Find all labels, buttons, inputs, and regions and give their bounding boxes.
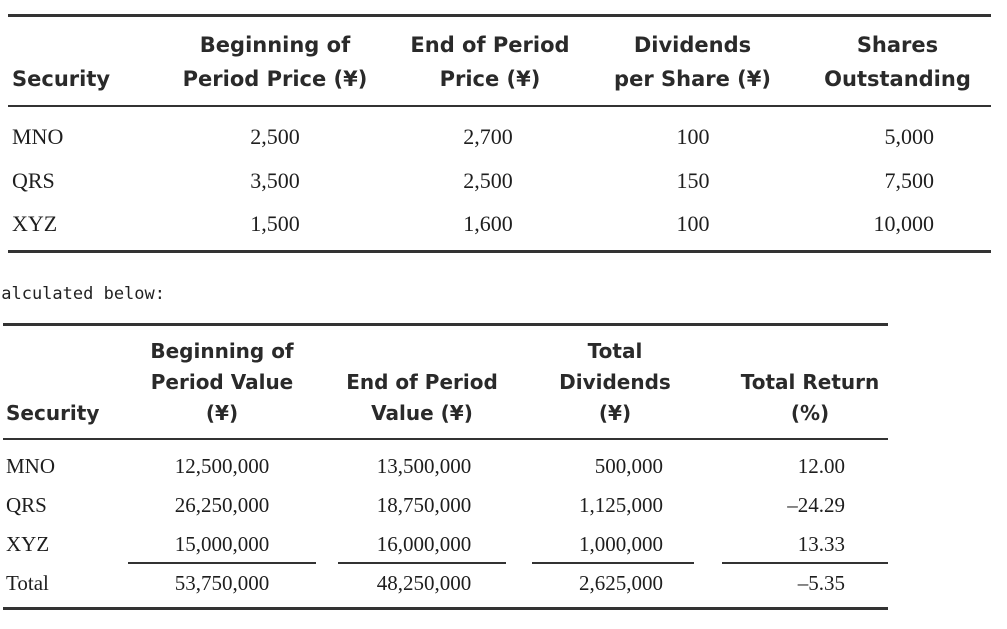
table-2-bottom-rule [3,607,888,610]
table-2-cell-begin: 12,500,000 [174,454,270,478]
table-2-header-begin-line2: Period Value [150,370,294,394]
subtotal-rule-ret [722,562,888,564]
table-2-header-ret-line2: (%) [790,401,830,425]
table-2-header-begin-value: Beginning of Period Value (¥) [122,336,322,429]
table-2-cell-end: 18,750,000 [376,493,472,517]
table-2-cell-end: 13,500,000 [376,454,472,478]
table-1-header-dividends-line1: Dividends [633,33,752,57]
table-2-header-ret-line1: Total Return [740,370,880,394]
table-1-header-shares: Shares Outstanding [790,28,1005,96]
table-1-header-end-price-line1: End of Period [410,33,570,57]
table-1-cell-div: 100 [676,211,710,236]
table-2-top-rule [3,323,888,326]
table-2-header-end-line1: End of Period [346,370,498,394]
table-1-cell-div: 100 [676,124,710,149]
table-2-cell-div: 1,000,000 [579,532,663,556]
table-1-cell-end: 2,700 [463,124,513,149]
table-2-header-begin-line1: Beginning of [150,339,294,363]
table-2-cell-ret: –24.29 [787,493,845,517]
table-1-header-dividends: Dividends per Share (¥) [580,28,805,96]
table-1-cell-shares: 5,000 [884,124,935,149]
table-1-cell-begin: 3,500 [250,168,300,193]
table-2-header-security: Security [6,401,100,425]
table-1-cell-begin: 1,500 [250,211,300,236]
table-2-cell-security: Total [6,571,49,595]
table-2-cell-end: 16,000,000 [376,532,472,556]
table-1-header-shares-line1: Shares [856,33,939,57]
table-2-cell-ret: 13.33 [797,532,845,556]
table-2-header-begin-line3: (¥) [205,401,239,425]
table-2-header-end-value: End of Period Value (¥) [322,367,522,429]
table-2-cell-security: QRS [6,493,47,517]
table-1-header-rule [8,105,991,107]
table-2-cell-begin: 26,250,000 [174,493,270,517]
table-2-cell-div: 1,125,000 [579,493,663,517]
table-1-bottom-rule [8,250,991,253]
table-1-header-end-price-line2: Price (¥) [439,67,541,91]
subtotal-rule-end [338,562,506,564]
subtotal-rule-begin [128,562,316,564]
calculation-note: calculated below: [0,284,165,304]
table-2-cell-div: 500,000 [594,454,663,478]
table-2-header-total-dividends: Total Dividends (¥) [515,336,715,429]
table-1-header-begin-price-line1: Beginning of [199,33,351,57]
table-1-cell-begin: 2,500 [250,124,300,149]
table-2-cell-end: 48,250,000 [376,571,472,595]
table-1-cell-div: 150 [676,168,710,193]
table-1-header-shares-line2: Outstanding [824,67,971,91]
table-1-header-dividends-line2: per Share (¥) [614,67,771,91]
table-1-cell-shares: 10,000 [873,211,935,236]
subtotal-rule-div [532,562,694,564]
table-1-cell-security: MNO [12,124,64,149]
table-2-header-div-line3: (¥) [598,401,632,425]
table-1-header-begin-price: Beginning of Period Price (¥) [160,28,390,96]
table-1-header-security: Security [12,67,111,91]
table-1-cell-security: QRS [12,168,55,193]
table-2-header-div-line1: Total [587,339,643,363]
table-2-cell-security: MNO [6,454,56,478]
table-1-header-end-price: End of Period Price (¥) [375,28,605,96]
table-2-cell-ret: 12.00 [797,454,845,478]
table-1-top-rule [8,14,991,17]
table-2-header-total-return: Total Return (%) [710,367,910,429]
table-1-cell-end: 2,500 [463,168,513,193]
table-2-header-div-line2: Dividends [559,370,671,394]
table-1-header-begin-price-line2: Period Price (¥) [182,67,368,91]
table-2-cell-security: XYZ [6,532,50,556]
table-2-cell-begin: 15,000,000 [174,532,270,556]
table-2-cell-ret: –5.35 [797,571,845,595]
table-1-cell-end: 1,600 [463,211,513,236]
table-1-cell-shares: 7,500 [884,168,935,193]
table-2-cell-begin: 53,750,000 [174,571,270,595]
table-2-header-end-line2: Value (¥) [371,401,473,425]
table-1-cell-security: XYZ [12,211,58,236]
table-2-cell-div: 2,625,000 [579,571,663,595]
table-2-header-rule [3,438,888,440]
